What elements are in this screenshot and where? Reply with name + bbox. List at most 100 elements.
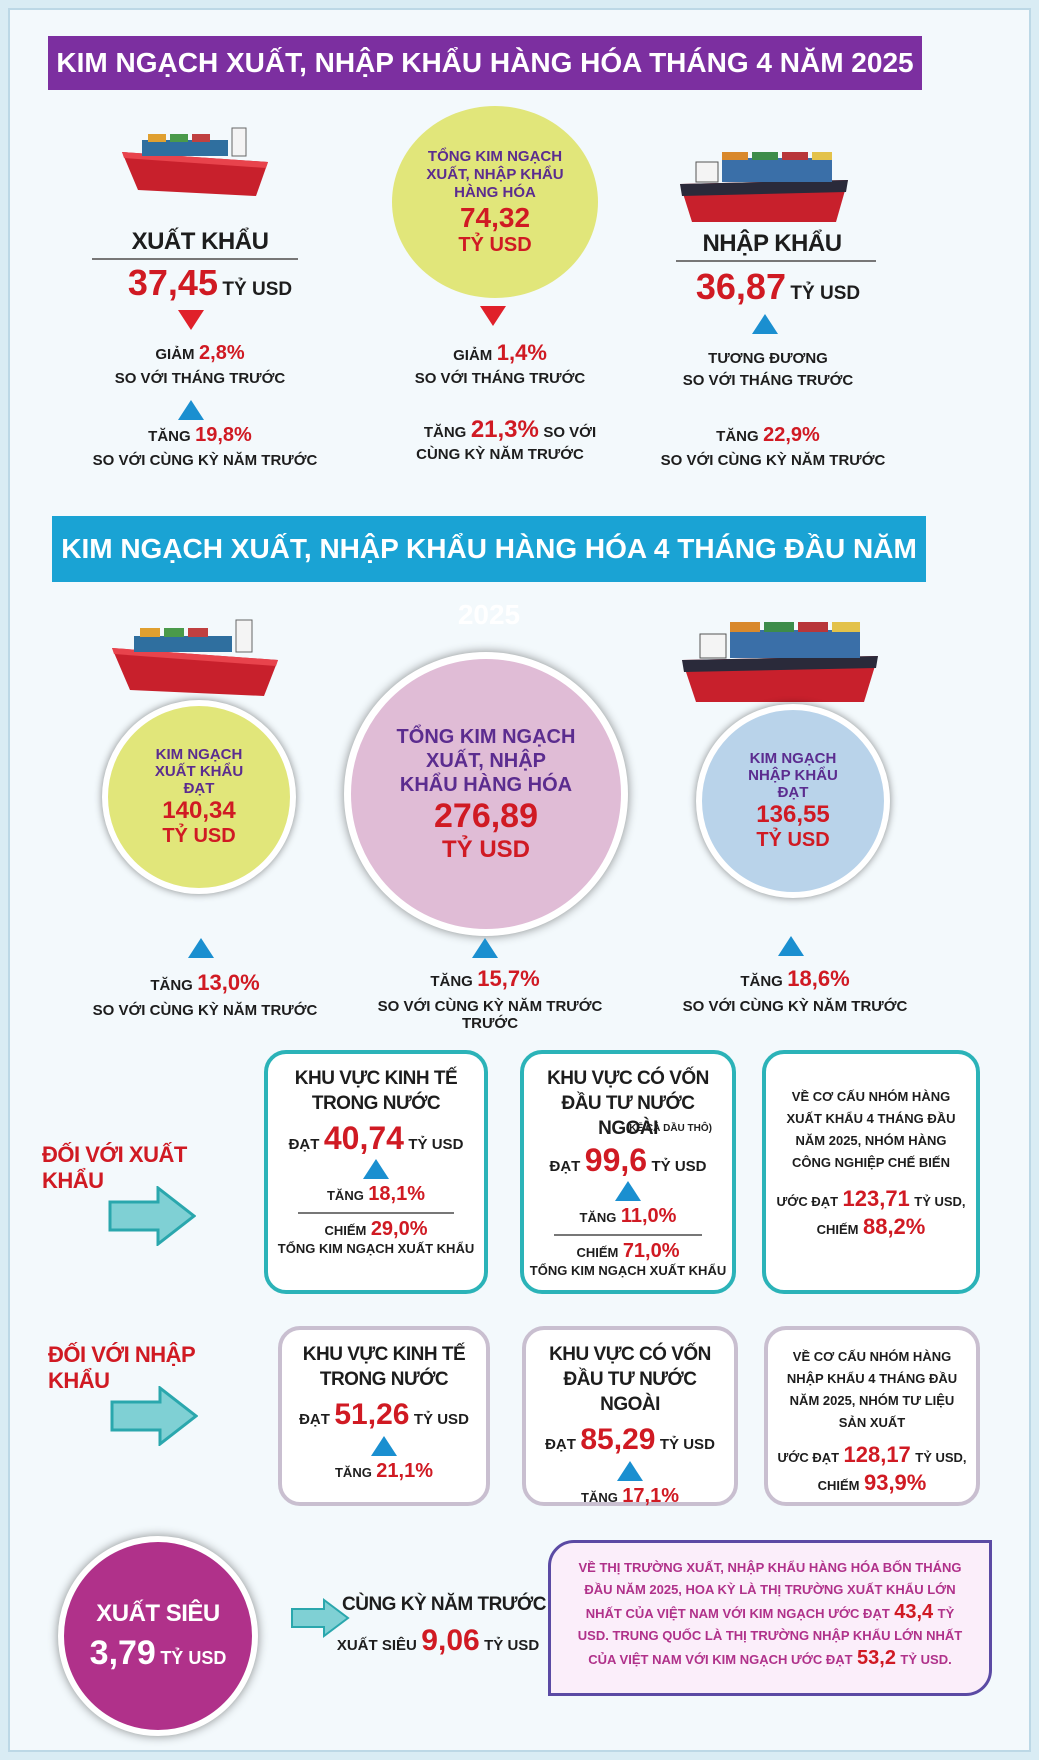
s1-export-change2-value: 19,8% (195, 424, 252, 446)
cargo-ship-icon (112, 619, 278, 696)
surplus-prev-title: CÙNG KỲ NĂM TRƯỚC (342, 1594, 546, 1615)
s2-total-unit: TỶ USD (441, 835, 530, 863)
s2-total-change-prefix: TĂNG (430, 973, 473, 990)
surplus-value: 3,79 (89, 1633, 156, 1672)
s2-import-unit: TỶ USD (756, 829, 830, 851)
export-structure-est-unit: TỶ USD, (914, 1194, 966, 1209)
surplus-unit: TỶ USD (160, 1647, 227, 1668)
cargo-ship-icon (122, 127, 268, 196)
s2-import-change-note: SO VỚI CÙNG KỲ NĂM TRƯỚC (682, 998, 908, 1015)
import-domestic-change-value: 21,1% (376, 1460, 433, 1482)
s1-import-change2-value: 22,9% (763, 424, 820, 446)
export-structure-card: VỀ CƠ CẤU NHÓM HÀNG XUẤT KHẨU 4 THÁNG ĐẦ… (762, 1050, 980, 1294)
export-domestic-share-note: TỔNG KIM NGẠCH XUẤT KHẨU (277, 1241, 475, 1256)
right-arrow-icon (108, 1186, 196, 1246)
s2-export-change-value: 13,0% (197, 970, 260, 995)
s1-total-change2-note-a: SO VỚI (543, 424, 597, 441)
s1-total-change2-value: 21,3% (470, 416, 539, 443)
right-arrow-icon (110, 1386, 198, 1446)
s2-export-circle: KIM NGẠCH XUẤT KHẨU ĐẠT 140,34 TỶ USD (102, 700, 296, 894)
import-domestic-card: KHU VỰC KINH TẾ TRONG NƯỚC ĐẠT 51,26 TỶ … (278, 1326, 490, 1506)
up-arrow-icon (178, 400, 204, 420)
export-domestic-reach-prefix: ĐẠT (288, 1136, 320, 1153)
import-structure-card: VỀ CƠ CẤU NHÓM HÀNG NHẬP KHẨU 4 THÁNG ĐẦ… (764, 1326, 980, 1506)
section1-title: KIM NGẠCH XUẤT, NHẬP KHẨU HÀNG HÓA THÁNG… (48, 36, 922, 90)
s1-export-label: XUẤT KHẨU (131, 228, 269, 255)
s1-total-unit: TỶ USD (458, 233, 532, 256)
down-arrow-icon (178, 310, 204, 330)
export-fdi-change-value: 11,0% (620, 1205, 677, 1227)
s1-export-unit: TỶ USD (222, 279, 293, 300)
up-arrow-icon (363, 1159, 389, 1179)
export-domestic-change-prefix: TĂNG (326, 1188, 364, 1203)
export-fdi-title-note: (KỂ CẢ DẦU THÔ) (625, 1123, 712, 1134)
export-fdi-share-value: 71,0% (622, 1240, 680, 1262)
export-domestic-card: KHU VỰC KINH TẾ TRONG NƯỚC ĐẠT 40,74 TỶ … (264, 1050, 488, 1294)
import-domestic-reach-prefix: ĐẠT (299, 1411, 330, 1428)
import-fdi-change-prefix: TĂNG (580, 1490, 618, 1505)
export-fdi-change-prefix: TĂNG (579, 1210, 617, 1225)
s2-total-change-value: 15,7% (477, 966, 540, 991)
s2-total-value: 276,89 (434, 796, 538, 835)
export-fdi-share-note: TỔNG KIM NGẠCH XUẤT KHẨU (529, 1263, 727, 1278)
import-fdi-unit: TỶ USD (659, 1436, 715, 1453)
export-domestic-unit: TỶ USD (408, 1136, 464, 1153)
s1-total-value: 74,32 (459, 201, 531, 233)
export-fdi-unit: TỶ USD (651, 1158, 707, 1175)
export-domestic-change-value: 18,1% (368, 1183, 425, 1205)
s1-import-label: NHẬP KHẨU (702, 230, 842, 257)
s1-total-change2-prefix: TĂNG (423, 424, 467, 441)
surplus-prev-prefix: XUẤT SIÊU (336, 1637, 417, 1654)
surplus-label: XUẤT SIÊU (96, 1599, 220, 1627)
right-arrow-icon (291, 1598, 350, 1638)
s1-total-change1-prefix: GIẢM (453, 347, 493, 364)
s1-import-change2-prefix: TĂNG (716, 428, 759, 445)
s1-import-change1-note: SO VỚI THÁNG TRƯỚC (682, 372, 854, 389)
s2-import-change-value: 18,6% (787, 966, 850, 991)
import-fdi-card: KHU VỰC CÓ VỐN ĐẦU TƯ NƯỚC NGOÀI ĐẠT 85,… (522, 1326, 738, 1507)
import-fdi-change-value: 17,1% (622, 1485, 679, 1507)
export-structure-est-value: 123,71 (842, 1186, 910, 1211)
markets-text1: VỀ THỊ TRƯỜNG XUẤT, NHẬP KHẨU HÀNG HÓA B… (578, 1560, 962, 1621)
s1-export-change2-prefix: TĂNG (148, 428, 191, 445)
import-structure-share-prefix: CHIẾM (817, 1478, 860, 1493)
container-ship-icon (680, 152, 848, 222)
s1-export-change1-prefix: GIẢM (155, 346, 195, 363)
s2-export-value: 140,34 (162, 797, 236, 824)
export-fdi-share-prefix: CHIẾM (576, 1245, 619, 1260)
s1-export-change2-note: SO VỚI CÙNG KỲ NĂM TRƯỚC (92, 452, 318, 469)
s1-import-unit: TỶ USD (790, 283, 861, 304)
surplus-prev-unit: TỶ USD (484, 1637, 540, 1654)
s2-export-change-prefix: TĂNG (150, 977, 193, 994)
down-arrow-icon (480, 306, 506, 326)
s2-import-value: 136,55 (756, 801, 830, 828)
up-arrow-icon (371, 1436, 397, 1456)
surplus-prev-value: 9,06 (421, 1624, 480, 1657)
s1-total-change1-note: SO VỚI THÁNG TRƯỚC (414, 370, 586, 387)
import-domestic-change-prefix: TĂNG (334, 1465, 372, 1480)
s2-export-change-note: SO VỚI CÙNG KỲ NĂM TRƯỚC (92, 1002, 318, 1019)
s2-total-label: TỔNG KIM NGẠCH XUẤT, NHẬP KHẨU HÀNG HÓA (396, 725, 576, 796)
s1-import-value: 36,87 (695, 266, 786, 307)
import-domestic-unit: TỶ USD (413, 1411, 469, 1428)
markets-value1: 43,4 (894, 1601, 934, 1623)
s2-total-change-note: SO VỚI CÙNG KỲ NĂM TRƯỚC TRƯỚC (377, 998, 603, 1032)
import-fdi-title: KHU VỰC CÓ VỐN ĐẦU TƯ NƯỚC NGOÀI (549, 1344, 711, 1415)
s2-import-label: KIM NGẠCH NHẬP KHẨU ĐẠT (748, 750, 838, 801)
s1-total-change1-value: 1,4% (496, 340, 547, 365)
export-domestic-share-prefix: CHIẾM (324, 1223, 367, 1238)
s1-total-label: TỔNG KIM NGẠCH XUẤT, NHẬP KHẨU HÀNG HÓA (426, 147, 564, 201)
s2-export-label: KIM NGẠCH XUẤT KHẨU ĐẠT (154, 746, 244, 797)
import-fdi-reach-prefix: ĐẠT (545, 1436, 576, 1453)
export-fdi-value: 99,6 (584, 1142, 648, 1178)
s2-import-change-prefix: TĂNG (740, 973, 783, 990)
s1-import-change1-prefix: TƯƠNG ĐƯƠNG (708, 350, 828, 367)
s1-export-change1-value: 2,8% (199, 342, 245, 364)
import-section-label: ĐỐI VỚI NHẬP KHẨU (48, 1342, 195, 1393)
export-structure-text: VỀ CƠ CẤU NHÓM HÀNG XUẤT KHẨU 4 THÁNG ĐẦ… (786, 1089, 956, 1170)
s2-total-circle: TỔNG KIM NGẠCH XUẤT, NHẬP KHẨU HÀNG HÓA … (344, 652, 628, 936)
up-arrow-icon (752, 314, 778, 334)
import-structure-share-value: 93,9% (863, 1470, 927, 1495)
s1-import-change2-note: SO VỚI CÙNG KỲ NĂM TRƯỚC (660, 452, 886, 469)
export-section-label: ĐỐI VỚI XUẤT KHẨU (42, 1142, 187, 1193)
